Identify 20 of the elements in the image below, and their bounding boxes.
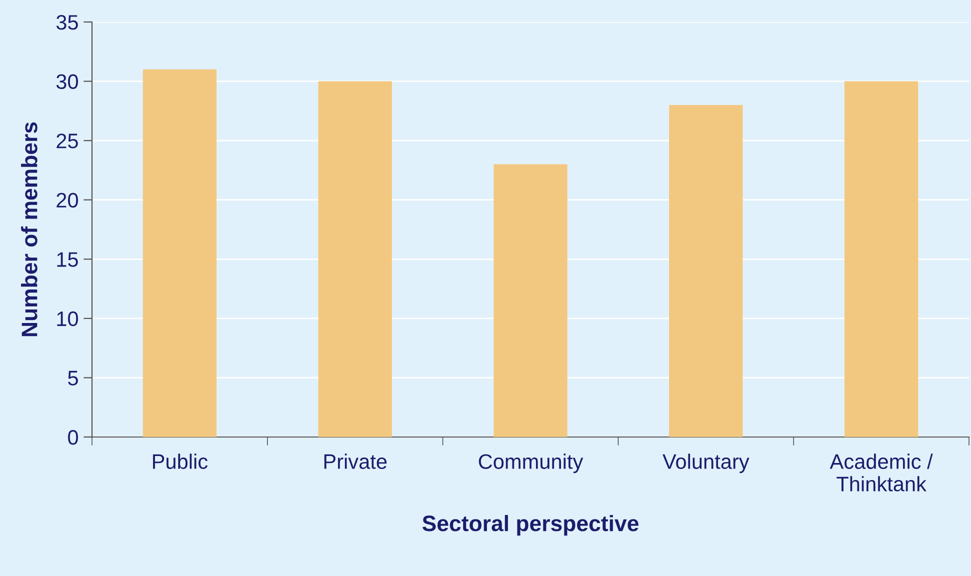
y-tick-label: 25	[56, 134, 78, 148]
bar	[318, 81, 392, 437]
y-axis-title: Number of members	[21, 122, 38, 336]
x-tick-label: Community	[478, 454, 584, 474]
bar	[844, 81, 918, 437]
y-tick-label: 30	[56, 74, 78, 90]
y-tick-label: 15	[57, 252, 78, 267]
y-tick-label: 35	[56, 15, 78, 30]
bar	[494, 164, 568, 437]
y-tick-label: 0	[68, 430, 78, 445]
bar	[142, 69, 217, 437]
y-tick-label: 10	[57, 311, 78, 326]
x-tick-label: Public	[153, 454, 208, 469]
bar	[669, 105, 743, 437]
x-tick-label: Academic / Thinktank	[830, 454, 933, 492]
y-tick-label: 5	[68, 370, 78, 386]
x-axis-title: Sectoral perspective	[422, 514, 638, 536]
y-tick-label: 20	[56, 192, 78, 208]
x-tick-label: Private	[324, 454, 387, 469]
x-tick-label: Voluntary	[662, 454, 750, 474]
